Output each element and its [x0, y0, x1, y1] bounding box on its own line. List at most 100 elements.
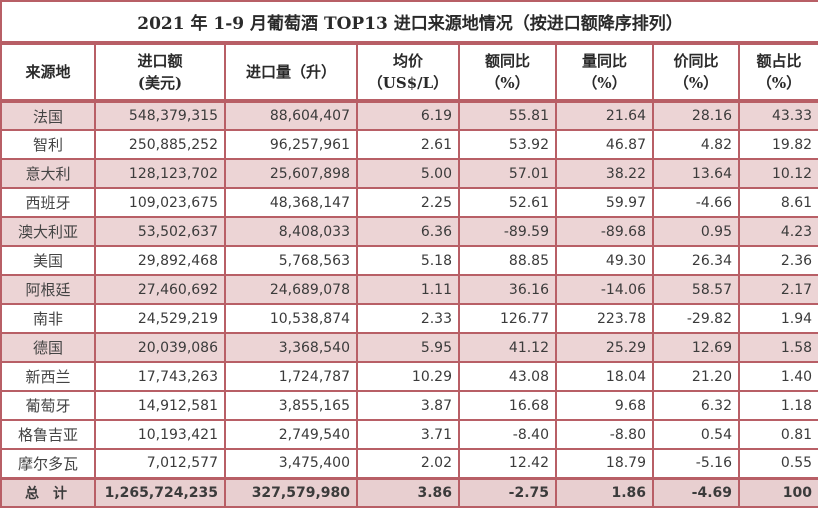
- table-row: 葡萄牙 14,912,581 3,855,165 3.87 16.68 9.68…: [0, 390, 818, 421]
- cell-avg-price: 2.61: [356, 129, 460, 160]
- cell-volume-yoy: 49.30: [555, 245, 654, 276]
- cell-avg-price: 3.87: [356, 390, 460, 421]
- total-avg-price: 3.86: [356, 476, 460, 508]
- cell-volume-yoy: 46.87: [555, 129, 654, 160]
- table-row: 美国 29,892,468 5,768,563 5.18 88.85 49.30…: [0, 245, 818, 276]
- cell-avg-price: 6.19: [356, 100, 460, 131]
- table-row: 新西兰 17,743,263 1,724,787 10.29 43.08 18.…: [0, 361, 818, 392]
- cell-value-share: 1.94: [737, 303, 818, 334]
- cell-value-usd: 29,892,468: [94, 245, 226, 276]
- cell-price-yoy: 21.20: [652, 361, 740, 392]
- cell-volume: 10,538,874: [224, 303, 358, 334]
- cell-volume: 2,749,540: [224, 419, 358, 450]
- cell-volume-yoy: 25.29: [555, 332, 654, 363]
- header-volume-yoy-line2: （%）: [582, 74, 627, 92]
- cell-volume: 8,408,033: [224, 216, 358, 247]
- cell-volume: 24,689,078: [224, 274, 358, 305]
- cell-volume: 3,368,540: [224, 332, 358, 363]
- cell-value-usd: 24,529,219: [94, 303, 226, 334]
- header-value-yoy: 额同比 （%）: [458, 42, 557, 103]
- table-row: 智利 250,885,252 96,257,961 2.61 53.92 46.…: [0, 129, 818, 160]
- cell-origin: 阿根廷: [0, 274, 96, 305]
- cell-volume: 48,368,147: [224, 187, 358, 218]
- cell-value-yoy: 52.61: [458, 187, 557, 218]
- cell-price-yoy: 0.54: [652, 419, 740, 450]
- table-row: 法国 548,379,315 88,604,407 6.19 55.81 21.…: [0, 100, 818, 131]
- table-row: 西班牙 109,023,675 48,368,147 2.25 52.61 59…: [0, 187, 818, 218]
- cell-origin: 法国: [0, 100, 96, 131]
- table-row: 南非 24,529,219 10,538,874 2.33 126.77 223…: [0, 303, 818, 334]
- total-row: 总计 1,265,724,235 327,579,980 3.86 -2.75 …: [0, 476, 818, 508]
- cell-value-usd: 14,912,581: [94, 390, 226, 421]
- cell-value-yoy: 41.12: [458, 332, 557, 363]
- header-avg-price-line1: 均价: [392, 52, 423, 70]
- cell-value-usd: 53,502,637: [94, 216, 226, 247]
- cell-value-usd: 17,743,263: [94, 361, 226, 392]
- header-value-yoy-line2: （%）: [485, 74, 530, 92]
- cell-value-share: 1.18: [737, 390, 818, 421]
- cell-volume: 3,855,165: [224, 390, 358, 421]
- cell-avg-price: 5.18: [356, 245, 460, 276]
- cell-origin: 格鲁吉亚: [0, 419, 96, 450]
- cell-avg-price: 2.33: [356, 303, 460, 334]
- header-origin: 来源地: [0, 42, 96, 103]
- cell-avg-price: 5.00: [356, 158, 460, 189]
- cell-value-yoy: 43.08: [458, 361, 557, 392]
- cell-avg-price: 5.95: [356, 332, 460, 363]
- table-row: 意大利 128,123,702 25,607,898 5.00 57.01 38…: [0, 158, 818, 189]
- header-price-yoy-line1: 价同比: [673, 52, 719, 70]
- cell-origin: 西班牙: [0, 187, 96, 218]
- cell-volume-yoy: 21.64: [555, 100, 654, 131]
- table-row: 阿根廷 27,460,692 24,689,078 1.11 36.16 -14…: [0, 274, 818, 305]
- cell-volume-yoy: 18.79: [555, 448, 654, 479]
- total-label: 总计: [0, 476, 96, 508]
- cell-value-share: 2.36: [737, 245, 818, 276]
- cell-price-yoy: 0.95: [652, 216, 740, 247]
- header-row: 来源地 进口额 (美元) 进口量（升） 均价 （US$/L） 额同比 （%） 量同比 （…: [0, 42, 818, 103]
- cell-value-share: 10.12: [737, 158, 818, 189]
- total-value-yoy: -2.75: [458, 476, 557, 508]
- cell-volume: 3,475,400: [224, 448, 358, 479]
- cell-volume-yoy: 59.97: [555, 187, 654, 218]
- cell-value-share: 2.17: [737, 274, 818, 305]
- cell-volume-yoy: 18.04: [555, 361, 654, 392]
- cell-value-yoy: -89.59: [458, 216, 557, 247]
- cell-value-yoy: 53.92: [458, 129, 557, 160]
- cell-avg-price: 1.11: [356, 274, 460, 305]
- header-volume-label: 进口量（升）: [245, 63, 336, 81]
- cell-value-usd: 128,123,702: [94, 158, 226, 189]
- cell-price-yoy: 28.16: [652, 100, 740, 131]
- cell-value-usd: 27,460,692: [94, 274, 226, 305]
- cell-volume-yoy: -14.06: [555, 274, 654, 305]
- total-volume-yoy: 1.86: [555, 476, 654, 508]
- header-volume-yoy: 量同比 （%）: [555, 42, 654, 103]
- cell-origin: 澳大利亚: [0, 216, 96, 247]
- cell-volume-yoy: 223.78: [555, 303, 654, 334]
- table-row: 澳大利亚 53,502,637 8,408,033 6.36 -89.59 -8…: [0, 216, 818, 247]
- cell-origin: 德国: [0, 332, 96, 363]
- total-price-yoy: -4.69: [652, 476, 740, 508]
- header-volume-yoy-line1: 量同比: [581, 52, 627, 70]
- header-volume: 进口量（升）: [224, 42, 358, 103]
- cell-value-yoy: 55.81: [458, 100, 557, 131]
- cell-value-share: 4.23: [737, 216, 818, 247]
- header-origin-label: 来源地: [25, 63, 71, 81]
- cell-value-share: 1.58: [737, 332, 818, 363]
- header-avg-price: 均价 （US$/L）: [356, 42, 460, 103]
- cell-avg-price: 2.25: [356, 187, 460, 218]
- header-value-yoy-line1: 额同比: [484, 52, 530, 70]
- cell-volume: 1,724,787: [224, 361, 358, 392]
- cell-value-yoy: 126.77: [458, 303, 557, 334]
- table-row: 德国 20,039,086 3,368,540 5.95 41.12 25.29…: [0, 332, 818, 363]
- cell-value-yoy: 36.16: [458, 274, 557, 305]
- cell-origin: 南非: [0, 303, 96, 334]
- cell-price-yoy: 4.82: [652, 129, 740, 160]
- cell-price-yoy: 26.34: [652, 245, 740, 276]
- header-avg-price-line2: （US$/L）: [367, 74, 449, 92]
- cell-value-share: 43.33: [737, 100, 818, 131]
- total-value-share: 100: [737, 476, 818, 508]
- header-value-share: 额占比 （%）: [737, 42, 818, 103]
- cell-value-share: 0.81: [737, 419, 818, 450]
